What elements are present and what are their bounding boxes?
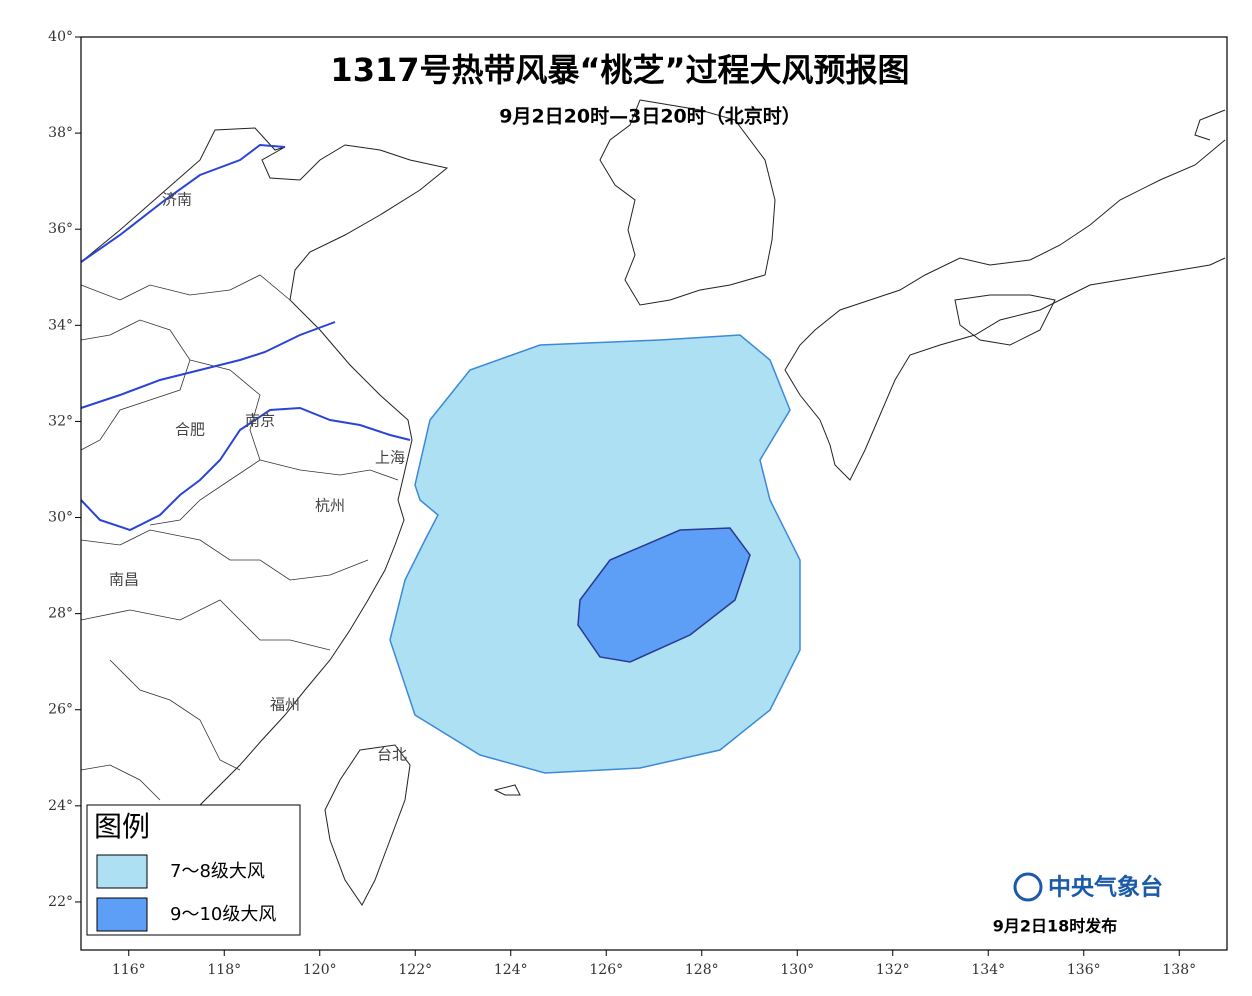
x-tick-label: 130° bbox=[780, 962, 814, 978]
wind-areas bbox=[389, 334, 801, 774]
map-subtitle: 9月2日20时—3日20时（北京时） bbox=[499, 105, 801, 128]
y-tick-label: 22° bbox=[48, 894, 73, 910]
x-tick-label: 124° bbox=[494, 962, 528, 978]
x-tick-label: 138° bbox=[1162, 962, 1196, 978]
x-tick-label: 118° bbox=[207, 962, 241, 978]
city-label: 福州 bbox=[270, 696, 300, 714]
legend-swatch bbox=[96, 854, 148, 889]
city-label: 上海 bbox=[375, 449, 405, 467]
y-tick-label: 24° bbox=[48, 798, 73, 814]
legend-label: 9～10级大风 bbox=[170, 904, 276, 925]
legend: 图例 7～8级大风 9～10级大风 bbox=[86, 804, 301, 936]
issue-time: 9月2日18时发布 bbox=[993, 917, 1118, 936]
y-tick-label: 34° bbox=[48, 317, 73, 333]
legend-swatch bbox=[96, 897, 148, 932]
y-tick-label: 36° bbox=[48, 221, 73, 237]
y-tick-label: 40° bbox=[48, 29, 73, 45]
city-label: 南昌 bbox=[109, 571, 139, 589]
x-tick-label: 134° bbox=[971, 962, 1005, 978]
wind-area-gale bbox=[389, 334, 801, 774]
map-frame bbox=[80, 36, 1228, 951]
province-borders bbox=[80, 274, 399, 801]
wind-area-storm bbox=[577, 527, 751, 663]
city-label: 杭州 bbox=[315, 497, 345, 515]
map-title: 1317号热带风暴“桃芝”过程大风预报图 bbox=[330, 51, 909, 89]
x-tick-label: 132° bbox=[876, 962, 910, 978]
rivers bbox=[80, 143, 411, 532]
y-tick-label: 30° bbox=[48, 510, 73, 526]
x-tick-label: 126° bbox=[589, 962, 623, 978]
y-tick-label: 32° bbox=[48, 413, 73, 429]
city-label: 合肥 bbox=[175, 421, 205, 439]
y-tick-label: 28° bbox=[48, 606, 73, 622]
logo-icon bbox=[1013, 872, 1043, 902]
y-tick-label: 26° bbox=[48, 702, 73, 718]
x-tick-label: 116° bbox=[112, 962, 146, 978]
x-tick-label: 120° bbox=[303, 962, 337, 978]
city-label: 南京 bbox=[245, 412, 275, 430]
agency-name: 中央气象台 bbox=[1048, 874, 1163, 901]
city-label: 台北 bbox=[377, 746, 407, 764]
agency-logo: 中央气象台 bbox=[1013, 872, 1163, 902]
y-tick-label: 38° bbox=[48, 125, 73, 141]
x-tick-label: 122° bbox=[398, 962, 432, 978]
legend-title: 图例 bbox=[94, 810, 150, 843]
legend-label: 7～8级大风 bbox=[170, 861, 265, 882]
x-tick-label: 136° bbox=[1067, 962, 1101, 978]
x-tick-label: 128° bbox=[685, 962, 719, 978]
city-label: 济南 bbox=[162, 191, 192, 209]
